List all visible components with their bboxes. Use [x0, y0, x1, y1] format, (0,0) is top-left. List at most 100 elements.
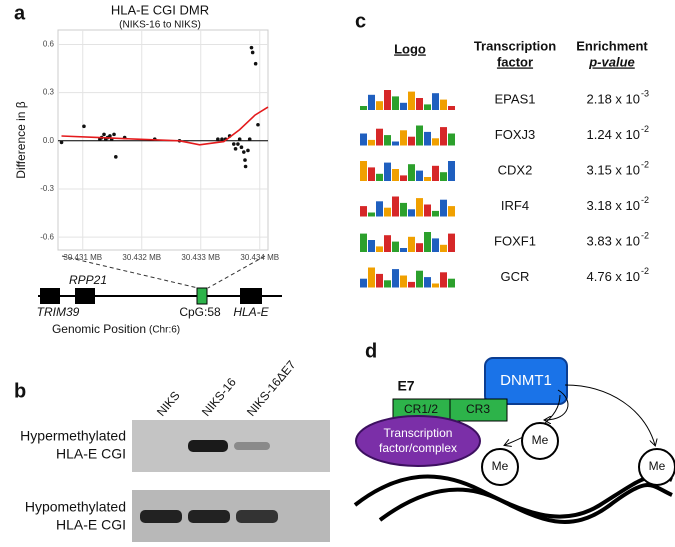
me-circle: [521, 422, 559, 460]
logo-glyph: [376, 173, 383, 181]
dna-strand: [378, 483, 673, 524]
logo-glyph: [392, 169, 399, 181]
logo-glyph: [416, 170, 423, 181]
y-tick-label: -0.6: [40, 232, 54, 241]
logo-glyph: [424, 131, 431, 146]
logo-glyph: [392, 141, 399, 146]
gel-band: [234, 442, 270, 450]
logo-glyph: [424, 232, 431, 252]
y-axis-label: Difference in β: [14, 101, 28, 178]
logo-glyph: [432, 138, 439, 146]
logo-glyph: [376, 101, 383, 110]
point: [243, 164, 248, 169]
x-tick-label: 30.431 MB: [63, 253, 102, 262]
logo-glyph: [376, 273, 383, 288]
gene-label: HLA-E: [233, 305, 269, 319]
logo-glyph: [360, 233, 367, 252]
logo-glyph: [360, 133, 367, 146]
logo-glyph: [440, 199, 447, 217]
logo-glyph: [392, 196, 399, 217]
logo-glyph: [448, 133, 455, 146]
arrow: [564, 384, 655, 445]
y-tick-label: 0.0: [43, 136, 55, 145]
logo-glyph: [440, 127, 447, 146]
p-value: 3.18 x 10: [587, 198, 641, 213]
row-label: HLA-E CGI: [56, 446, 126, 462]
p-exponent: -2: [641, 124, 649, 134]
tf-name: GCR: [501, 269, 530, 284]
panel-label: a: [14, 2, 26, 24]
dnmt1-label: DNMT1: [500, 372, 552, 389]
logo-glyph: [392, 96, 399, 110]
logo-glyph: [384, 280, 391, 288]
logo-glyph: [368, 240, 375, 252]
panel-label: c: [355, 10, 366, 32]
logo-glyph: [400, 275, 407, 288]
y-tick-label: 0.6: [43, 40, 55, 49]
me-label: Me: [649, 459, 666, 473]
gene-label: CpG:58: [179, 305, 221, 319]
logo-glyph: [368, 267, 375, 288]
point: [114, 155, 118, 159]
gel-band: [188, 510, 230, 523]
logo-glyph: [408, 136, 415, 146]
logo-glyph: [384, 207, 391, 217]
logo-glyph: [440, 272, 447, 288]
point: [256, 122, 260, 127]
me-circle: [638, 448, 675, 486]
point: [112, 132, 116, 137]
point: [249, 45, 254, 50]
logo-glyph: [384, 162, 391, 181]
zoom-line: [61, 255, 199, 289]
logo-glyph: [400, 130, 407, 146]
point: [243, 158, 247, 162]
point: [102, 132, 106, 137]
lane-label: NIKS-16: [199, 375, 239, 419]
point: [233, 147, 238, 151]
x-axis-label-note: (Chr:6): [149, 325, 180, 336]
point: [108, 134, 112, 138]
p-value: 1.24 x 10: [587, 127, 641, 142]
row-label: HLA-E CGI: [56, 517, 126, 533]
logo-glyph: [408, 236, 415, 252]
logo-glyph: [432, 93, 439, 110]
me-circle: [481, 448, 519, 486]
logo-glyph: [400, 248, 407, 252]
x-tick-label: 30.433 MB: [181, 253, 220, 262]
y-tick-label: 0.3: [43, 88, 55, 97]
lane-label: NIKS-16ΔE7: [244, 358, 299, 419]
logo-glyph: [368, 167, 375, 181]
logo-glyph: [440, 99, 447, 110]
domain-label: CR3: [466, 402, 490, 416]
logo-glyph: [392, 241, 399, 252]
logo-glyph: [408, 209, 415, 217]
logo-glyph: [416, 270, 423, 288]
chart-title: HLA-E CGI DMR: [111, 2, 209, 17]
logo-glyph: [360, 278, 367, 288]
logo-glyph: [432, 283, 439, 288]
point: [236, 142, 240, 146]
cpg-box: [196, 287, 208, 305]
arrow: [545, 389, 569, 420]
table-header: Enrichment: [576, 38, 648, 53]
logo-glyph: [376, 201, 383, 217]
gene-box: [40, 288, 60, 304]
x-tick-label: 30.434 MB: [240, 253, 279, 262]
me-label: Me: [492, 459, 509, 473]
point: [220, 137, 224, 141]
point: [239, 145, 244, 150]
tf-name: EPAS1: [495, 91, 536, 106]
chart-subtitle: (NIKS-16 to NIKS): [119, 20, 201, 31]
logo-glyph: [368, 94, 375, 110]
logo-glyph: [424, 177, 431, 181]
logo-glyph: [424, 104, 431, 110]
row-label: Hypermethylated: [20, 428, 126, 444]
tf-name: IRF4: [501, 198, 529, 213]
table-header: p-value: [588, 54, 635, 69]
tf-label: Transcription: [384, 426, 453, 440]
logo-glyph: [416, 243, 423, 252]
logo-glyph: [408, 91, 415, 110]
logo-glyph: [384, 90, 391, 110]
logo-glyph: [360, 106, 367, 110]
